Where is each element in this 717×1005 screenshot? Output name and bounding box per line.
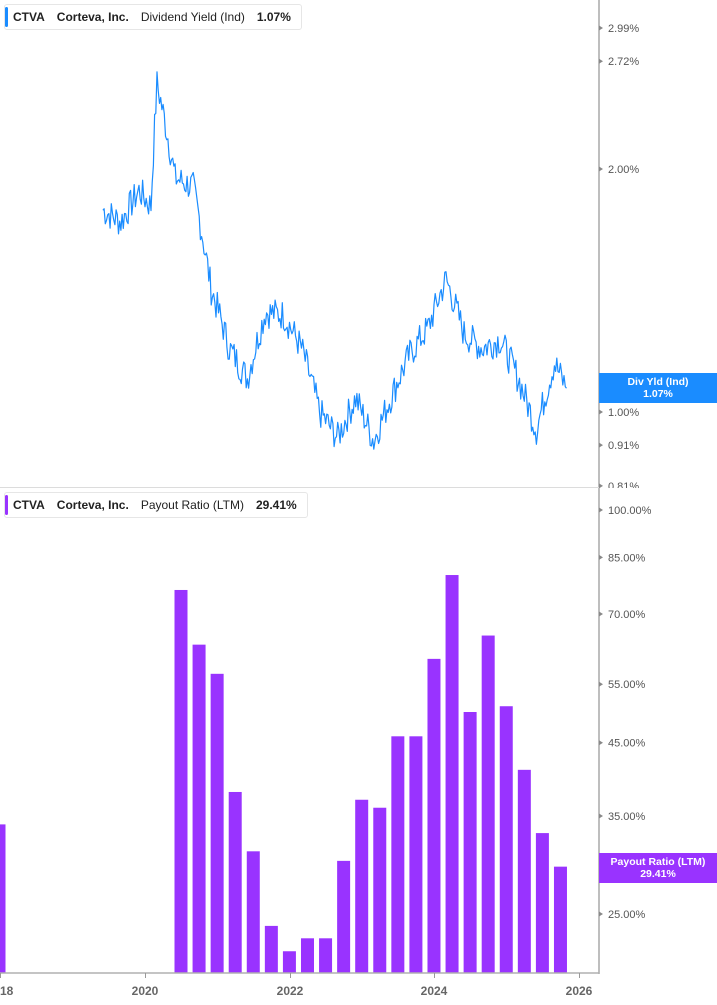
payout-bar[interactable]: [355, 799, 369, 973]
badge-value: 29.41%: [640, 868, 676, 880]
x-tick-label: 2022: [277, 984, 304, 998]
payout-bar[interactable]: [0, 824, 6, 973]
badge-label: Payout Ratio (LTM): [610, 856, 706, 868]
payout-bar[interactable]: [228, 791, 242, 973]
y-tick-label: 45.00%: [608, 738, 646, 750]
legend-metric: Payout Ratio (LTM): [140, 498, 244, 512]
payout-ratio-value-badge: Payout Ratio (LTM) 29.41%: [599, 853, 717, 883]
y-tick-label: 25.00%: [608, 909, 646, 921]
legend-company: Corteva, Inc.: [56, 498, 129, 512]
y-tick-label: 1.00%: [608, 407, 639, 419]
y-tick-label: 0.91%: [608, 440, 639, 452]
payout-bar[interactable]: [517, 769, 531, 973]
legend-company: Corteva, Inc.: [56, 10, 129, 24]
dividend-yield-chart[interactable]: 2.99% 2.72% 2.00% 1.00% 0.91% 0.81%: [0, 0, 717, 488]
payout-ratio-chart[interactable]: 100.00% 85.00% 70.00% 55.00% 45.00% 35.00% 25.…: [0, 488, 717, 1005]
payout-bar[interactable]: [282, 951, 296, 973]
y-tick-label: 35.00%: [608, 811, 646, 823]
payout-bar[interactable]: [445, 575, 459, 973]
payout-bar[interactable]: [210, 673, 224, 973]
legend-ticker: CTVA: [13, 498, 45, 512]
payout-bar[interactable]: [300, 938, 314, 973]
y-tick-label: 100.00%: [608, 505, 652, 517]
payout-bar[interactable]: [553, 866, 567, 973]
legend-value: 1.07%: [256, 10, 291, 24]
payout-bar[interactable]: [192, 644, 206, 973]
payout-bar[interactable]: [264, 925, 278, 973]
payout-bar[interactable]: [499, 706, 513, 973]
legend-metric: Dividend Yield (Ind): [140, 10, 245, 24]
payout-bar[interactable]: [391, 736, 405, 973]
payout-bar[interactable]: [409, 736, 423, 973]
dividend-yield-value-badge: Div Yld (Ind) 1.07%: [599, 373, 717, 403]
payout-bar[interactable]: [481, 635, 495, 973]
payout-bar[interactable]: [373, 807, 387, 973]
dividend-yield-line: [102, 71, 567, 450]
badge-value: 1.07%: [643, 388, 673, 400]
dividend-yield-legend: CTVA Corteva, Inc. Dividend Yield (Ind) …: [4, 4, 302, 30]
badge-label: Div Yld (Ind): [627, 376, 689, 388]
y-tick-label: 2.72%: [608, 56, 639, 68]
x-tick-label: 18: [0, 984, 14, 998]
y-tick-label: 85.00%: [608, 552, 646, 564]
legend-accent: [5, 7, 8, 27]
payout-bar[interactable]: [535, 833, 549, 973]
payout-bar[interactable]: [427, 658, 441, 973]
y-tick-label: 2.99%: [608, 23, 639, 35]
x-tick-label: 2020: [132, 984, 159, 998]
x-tick-label: 2026: [566, 984, 593, 998]
payout-bar[interactable]: [463, 712, 477, 973]
legend-accent: [5, 495, 8, 515]
payout-bar[interactable]: [174, 589, 188, 973]
y-tick-label: 55.00%: [608, 679, 646, 691]
x-tick-label: 2024: [421, 984, 448, 998]
y-tick-label: 70.00%: [608, 609, 646, 621]
legend-ticker: CTVA: [13, 10, 45, 24]
payout-ratio-panel: 100.00% 85.00% 70.00% 55.00% 45.00% 35.00% 25.…: [0, 488, 717, 998]
dividend-yield-panel: 2.99% 2.72% 2.00% 1.00% 0.91% 0.81% CTVA Cort…: [0, 0, 717, 488]
payout-bar[interactable]: [337, 860, 351, 973]
payout-bar[interactable]: [246, 851, 260, 973]
payout-bar[interactable]: [319, 938, 333, 973]
y-tick-label: 0.81%: [608, 481, 639, 488]
legend-value: 29.41%: [255, 498, 297, 512]
y-tick-label: 2.00%: [608, 164, 639, 176]
payout-ratio-legend: CTVA Corteva, Inc. Payout Ratio (LTM) 29…: [4, 492, 308, 518]
